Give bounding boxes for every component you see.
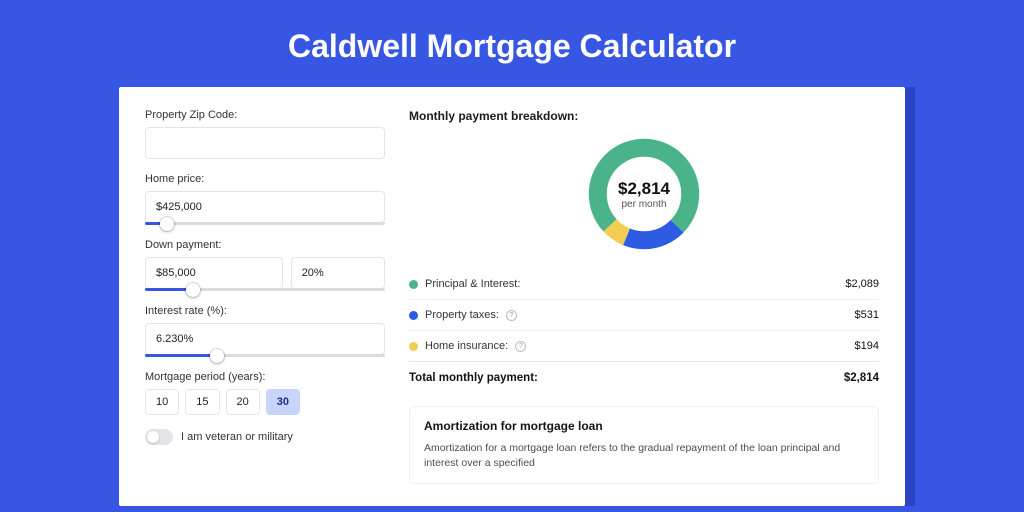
legend-dot-icon xyxy=(409,280,418,289)
period-button-group: 10 15 20 30 xyxy=(145,389,385,415)
donut-chart: $2,814 per month xyxy=(583,133,705,255)
legend-dot-icon xyxy=(409,342,418,351)
home-price-field: Home price: xyxy=(145,173,385,225)
inputs-column: Property Zip Code: Home price: Down paym… xyxy=(145,109,385,484)
legend-amount: $2,089 xyxy=(845,278,879,290)
total-amount: $2,814 xyxy=(844,372,879,384)
amortization-box: Amortization for mortgage loan Amortizat… xyxy=(409,406,879,484)
veteran-toggle-label: I am veteran or military xyxy=(181,431,293,443)
results-column: Monthly payment breakdown: $2,814 per mo… xyxy=(409,109,879,484)
interest-rate-label: Interest rate (%): xyxy=(145,305,385,317)
down-payment-field: Down payment: xyxy=(145,239,385,291)
mortgage-period-field: Mortgage period (years): 10 15 20 30 xyxy=(145,371,385,415)
legend-left: Property taxes:? xyxy=(409,309,517,321)
toggle-knob-icon xyxy=(147,431,159,443)
legend-dot-icon xyxy=(409,311,418,320)
donut-center: $2,814 per month xyxy=(583,133,705,255)
amortization-text: Amortization for a mortgage loan refers … xyxy=(424,441,864,471)
mortgage-period-label: Mortgage period (years): xyxy=(145,371,385,383)
donut-amount: $2,814 xyxy=(618,179,670,199)
amortization-title: Amortization for mortgage loan xyxy=(424,419,864,433)
interest-rate-input[interactable] xyxy=(145,323,385,355)
period-option[interactable]: 10 xyxy=(145,389,179,415)
veteran-toggle-row: I am veteran or military xyxy=(145,429,385,445)
legend-left: Home insurance:? xyxy=(409,340,526,352)
home-price-slider[interactable] xyxy=(145,222,385,225)
veteran-toggle[interactable] xyxy=(145,429,173,445)
period-option-selected[interactable]: 30 xyxy=(266,389,300,415)
legend-row: Home insurance:? $194 xyxy=(409,331,879,361)
legend-row: Principal & Interest: $2,089 xyxy=(409,269,879,300)
legend-label: Principal & Interest: xyxy=(425,278,520,290)
home-price-slider-thumb[interactable] xyxy=(160,217,174,231)
total-row: Total monthly payment: $2,814 xyxy=(409,361,879,388)
interest-rate-slider[interactable] xyxy=(145,354,385,357)
zip-input[interactable] xyxy=(145,127,385,159)
interest-rate-slider-thumb[interactable] xyxy=(210,349,224,363)
breakdown-heading: Monthly payment breakdown: xyxy=(409,109,879,123)
home-price-input[interactable] xyxy=(145,191,385,223)
interest-rate-slider-fill xyxy=(145,354,217,357)
info-icon[interactable]: ? xyxy=(515,341,526,352)
donut-sub: per month xyxy=(621,199,666,210)
zip-field: Property Zip Code: xyxy=(145,109,385,159)
down-payment-amount-input[interactable] xyxy=(145,257,283,289)
legend-amount: $531 xyxy=(855,309,879,321)
donut-chart-wrap: $2,814 per month xyxy=(409,133,879,255)
legend-label: Property taxes: xyxy=(425,309,499,321)
period-option[interactable]: 15 xyxy=(185,389,219,415)
legend-row: Property taxes:? $531 xyxy=(409,300,879,331)
page-title: Caldwell Mortgage Calculator xyxy=(0,0,1024,87)
info-icon[interactable]: ? xyxy=(506,310,517,321)
down-payment-slider-thumb[interactable] xyxy=(186,283,200,297)
legend-label: Home insurance: xyxy=(425,340,508,352)
legend-amount: $194 xyxy=(855,340,879,352)
calculator-panel: Property Zip Code: Home price: Down paym… xyxy=(119,87,905,506)
total-label: Total monthly payment: xyxy=(409,372,538,384)
legend-left: Principal & Interest: xyxy=(409,278,520,290)
down-payment-pct-input[interactable] xyxy=(291,257,385,289)
zip-label: Property Zip Code: xyxy=(145,109,385,121)
period-option[interactable]: 20 xyxy=(226,389,260,415)
legend-list: Principal & Interest: $2,089 Property taxe… xyxy=(409,269,879,361)
down-payment-label: Down payment: xyxy=(145,239,385,251)
down-payment-slider[interactable] xyxy=(145,288,385,291)
interest-rate-field: Interest rate (%): xyxy=(145,305,385,357)
home-price-label: Home price: xyxy=(145,173,385,185)
